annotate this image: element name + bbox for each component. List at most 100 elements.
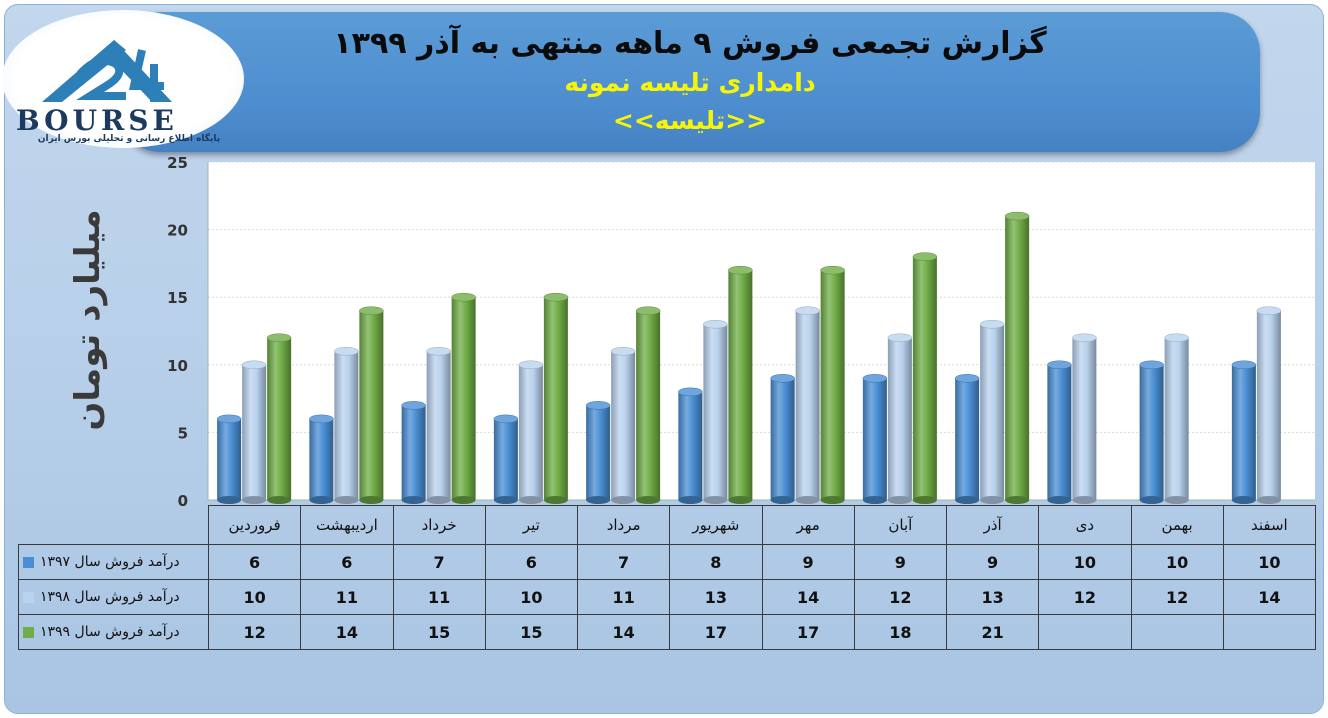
table-row: درآمد فروش سال ۱۳۹۸ 10 11 11 10 11 13 14 12 13 12 1… [18, 579, 1317, 615]
bar-base-1 [1164, 496, 1189, 504]
bar-base-0 [1047, 496, 1072, 504]
bar-2 [267, 337, 292, 500]
bar-1 [980, 324, 1005, 500]
data-label: 9 [761, 544, 855, 580]
category-label: دی [1038, 505, 1132, 545]
bar-base-1 [795, 496, 820, 504]
bar-1 [887, 337, 912, 500]
data-label: 9 [853, 544, 948, 580]
bar-base-2 [636, 496, 661, 504]
data-label [1130, 614, 1224, 650]
data-label: 10 [207, 579, 302, 615]
bar-base-2 [728, 496, 753, 504]
bar-top-0 [954, 374, 980, 383]
bar-base-1 [242, 496, 267, 504]
bar-base-0 [493, 496, 518, 504]
company-name: دامداری تلیسه نمونه [564, 68, 816, 97]
bar-base-0 [586, 496, 611, 504]
category-label: مرداد [576, 505, 671, 545]
data-label: 6 [300, 544, 394, 580]
bar-1 [242, 364, 267, 500]
data-table: فروردین اردیبهشت خرداد تیر مرداد شهریور مهر آبا… [18, 505, 1317, 650]
bar-1 [703, 324, 728, 500]
category-label: آبان [853, 505, 948, 545]
category-label: اسفند [1222, 505, 1317, 545]
bar-1 [611, 351, 636, 500]
bar-2 [820, 270, 845, 500]
data-label: 18 [853, 614, 948, 650]
data-label: 7 [576, 544, 671, 580]
data-label: 21 [945, 614, 1040, 650]
bar-top-0 [862, 374, 888, 383]
data-label: 10 [484, 579, 579, 615]
bar-top-0 [216, 414, 242, 424]
bar-1 [1256, 310, 1281, 500]
category-label: فروردین [207, 505, 302, 545]
bar-0 [493, 418, 518, 500]
data-label: 17 [761, 614, 855, 650]
bar-0 [1047, 364, 1072, 500]
bar-top-1 [703, 319, 728, 329]
bar-2 [1005, 216, 1030, 500]
bar-2 [728, 270, 753, 500]
legend-label: درآمد فروش سال ۱۳۹۸ [40, 589, 180, 605]
legend-entry: درآمد فروش سال ۱۳۹۷ [18, 544, 209, 580]
data-label: 12 [853, 579, 948, 615]
data-label: 11 [576, 579, 671, 615]
data-label: 14 [300, 614, 394, 650]
legend-swatch [23, 626, 34, 638]
bar-base-1 [1072, 496, 1097, 504]
logo-mark-icon [42, 40, 172, 102]
bar-top-1 [795, 306, 820, 315]
legend-entry: درآمد فروش سال ۱۳۹۹ [18, 614, 209, 650]
data-label: 13 [945, 579, 1040, 615]
bar-top-2 [728, 265, 753, 275]
data-label [1222, 614, 1317, 650]
bar-0 [217, 418, 242, 500]
bar-base-1 [334, 496, 359, 504]
bar-base-0 [770, 496, 795, 504]
y-tick-label: 10 [167, 357, 188, 375]
data-label: 9 [945, 544, 1040, 580]
bar-base-1 [611, 496, 636, 504]
data-label: 7 [392, 544, 486, 580]
bar-1 [518, 364, 543, 500]
report-title: گزارش تجمعی فروش ۹ ماهه منتهی به آذر ۱۳۹… [333, 26, 1047, 61]
category-label: شهریور [669, 505, 763, 545]
bar-top-1 [610, 347, 636, 356]
bar-top-1 [1072, 333, 1097, 343]
bar-base-2 [543, 496, 568, 504]
table-corner [18, 505, 209, 545]
bar-1 [1164, 337, 1189, 500]
bar-base-2 [359, 496, 384, 504]
bar-1 [334, 351, 359, 500]
data-label: 15 [392, 614, 486, 650]
bar-top-2 [1004, 211, 1030, 221]
bar-base-0 [217, 496, 242, 504]
bar-base-1 [1256, 496, 1281, 504]
y-tick-label: 15 [167, 289, 188, 307]
bar-1 [1072, 337, 1097, 500]
bar-top-0 [678, 387, 703, 397]
bar-top-2 [635, 306, 661, 315]
table-row: درآمد فروش سال ۱۳۹۹ 12 14 15 15 14 17 17 18 21 [18, 614, 1317, 650]
bar-top-2 [451, 292, 476, 302]
bar-2 [636, 310, 661, 500]
data-label: 10 [1038, 544, 1132, 580]
bar-0 [770, 378, 795, 500]
bar-0 [1139, 364, 1164, 500]
data-label: 14 [1222, 579, 1317, 615]
legend-swatch [23, 591, 34, 603]
bar-base-0 [955, 496, 980, 504]
bar-base-1 [887, 496, 912, 504]
bar-0 [401, 405, 426, 500]
category-label: آذر [945, 505, 1040, 545]
bar-base-1 [518, 496, 543, 504]
bar-base-1 [426, 496, 451, 504]
bar-top-1 [979, 319, 1005, 329]
bar-1 [795, 310, 820, 500]
bar-base-1 [703, 496, 728, 504]
bar-base-2 [1005, 496, 1030, 504]
bar-base-2 [267, 496, 292, 504]
